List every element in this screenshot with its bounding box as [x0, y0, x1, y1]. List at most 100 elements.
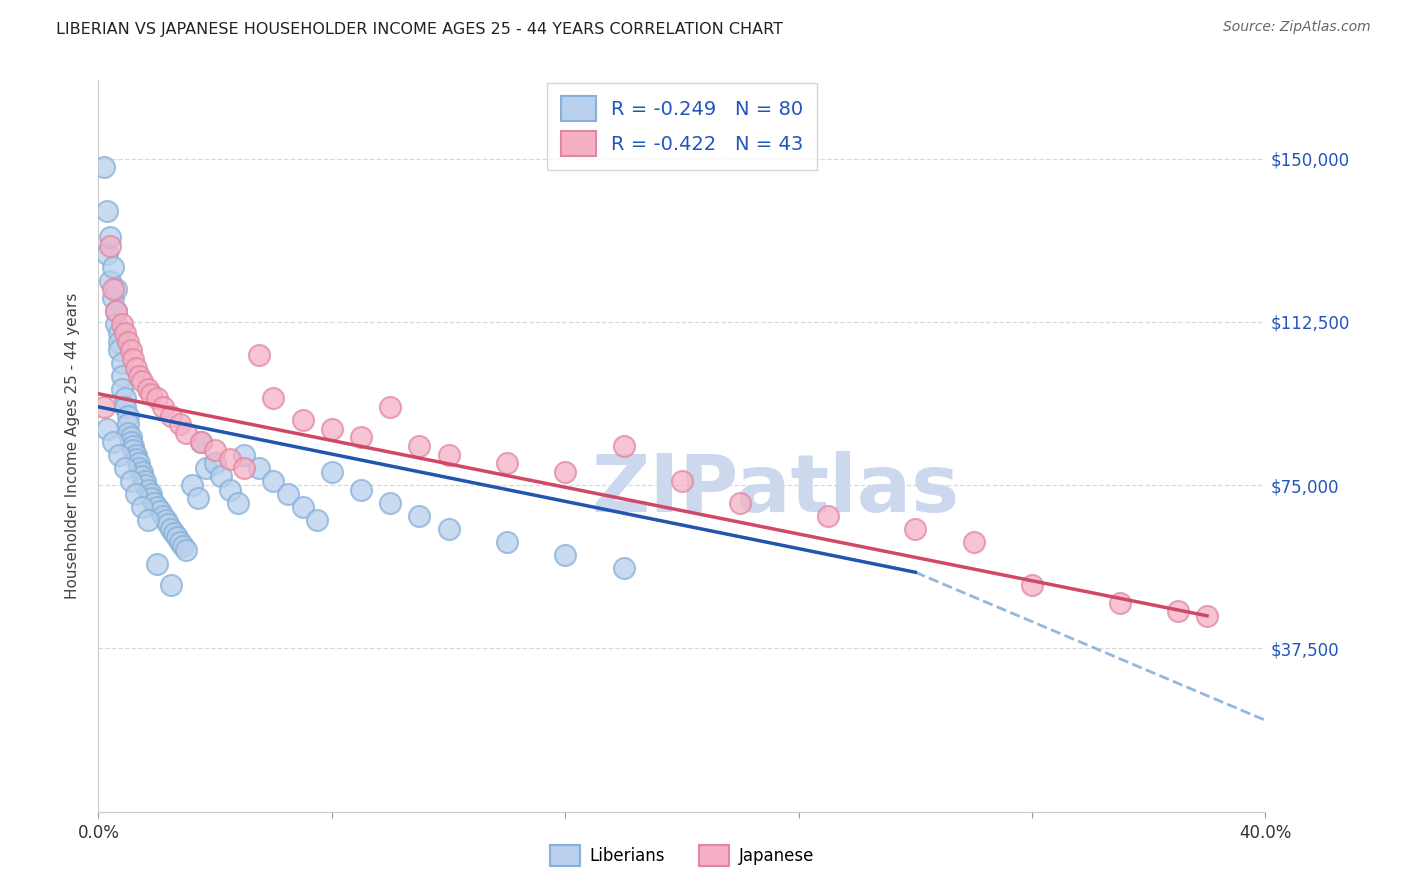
Point: [120, 430, 142, 444]
Point: [125, 360, 148, 375]
Point: [554, 465, 576, 479]
Point: [247, 460, 270, 475]
Point: [98, 230, 121, 244]
Point: [233, 460, 256, 475]
Point: [131, 500, 153, 514]
Point: [190, 434, 212, 449]
Point: [98, 274, 121, 288]
Point: [117, 334, 139, 349]
Point: [350, 483, 373, 497]
Point: [139, 491, 162, 506]
Point: [131, 469, 153, 483]
Point: [131, 374, 153, 388]
Point: [131, 465, 153, 479]
Point: [612, 439, 634, 453]
Point: [111, 369, 134, 384]
Point: [380, 495, 402, 509]
Point: [128, 457, 150, 471]
Point: [108, 343, 131, 358]
Point: [120, 343, 142, 358]
Point: [730, 495, 752, 509]
Text: Source: ZipAtlas.com: Source: ZipAtlas.com: [1223, 20, 1371, 34]
Point: [114, 326, 136, 340]
Point: [111, 383, 134, 397]
Point: [172, 539, 194, 553]
Point: [195, 460, 218, 475]
Point: [209, 469, 232, 483]
Point: [262, 474, 284, 488]
Point: [166, 530, 188, 544]
Point: [163, 526, 186, 541]
Point: [671, 474, 693, 488]
Point: [104, 304, 127, 318]
Point: [125, 452, 148, 467]
Point: [321, 465, 343, 479]
Point: [108, 448, 131, 462]
Point: [262, 391, 284, 405]
Point: [612, 561, 634, 575]
Point: [128, 460, 150, 475]
Point: [962, 534, 984, 549]
Point: [101, 260, 124, 275]
Point: [204, 457, 226, 471]
Point: [904, 522, 927, 536]
Point: [152, 508, 174, 523]
Point: [122, 439, 145, 453]
Point: [125, 487, 148, 501]
Point: [125, 448, 148, 462]
Point: [120, 474, 142, 488]
Point: [817, 508, 839, 523]
Point: [437, 522, 460, 536]
Point: [136, 513, 159, 527]
Point: [408, 439, 430, 453]
Point: [122, 351, 145, 366]
Point: [139, 386, 162, 401]
Point: [169, 534, 191, 549]
Point: [114, 400, 136, 414]
Point: [190, 434, 212, 449]
Point: [174, 425, 197, 440]
Point: [93, 161, 115, 175]
Point: [101, 291, 124, 305]
Point: [104, 304, 127, 318]
Point: [1167, 604, 1189, 618]
Point: [111, 317, 134, 331]
Point: [408, 508, 430, 523]
Point: [277, 487, 299, 501]
Point: [98, 238, 121, 252]
Point: [157, 517, 180, 532]
Point: [101, 282, 124, 296]
Point: [380, 400, 402, 414]
Point: [108, 334, 131, 349]
Point: [247, 347, 270, 362]
Point: [142, 495, 165, 509]
Legend: Liberians, Japanese: Liberians, Japanese: [543, 838, 821, 873]
Point: [96, 203, 118, 218]
Point: [228, 495, 250, 509]
Point: [128, 369, 150, 384]
Point: [160, 409, 183, 423]
Point: [96, 421, 118, 435]
Point: [117, 425, 139, 440]
Point: [291, 500, 314, 514]
Point: [218, 452, 240, 467]
Point: [350, 430, 373, 444]
Point: [93, 400, 115, 414]
Point: [321, 421, 343, 435]
Point: [496, 457, 519, 471]
Point: [307, 513, 329, 527]
Point: [111, 356, 134, 370]
Point: [104, 282, 127, 296]
Point: [146, 557, 169, 571]
Point: [117, 417, 139, 432]
Point: [149, 504, 172, 518]
Point: [152, 400, 174, 414]
Point: [114, 391, 136, 405]
Point: [218, 483, 240, 497]
Point: [160, 522, 183, 536]
Point: [204, 443, 226, 458]
Point: [120, 434, 142, 449]
Y-axis label: Householder Income Ages 25 - 44 years: Householder Income Ages 25 - 44 years: [65, 293, 80, 599]
Point: [496, 534, 519, 549]
Point: [169, 417, 191, 432]
